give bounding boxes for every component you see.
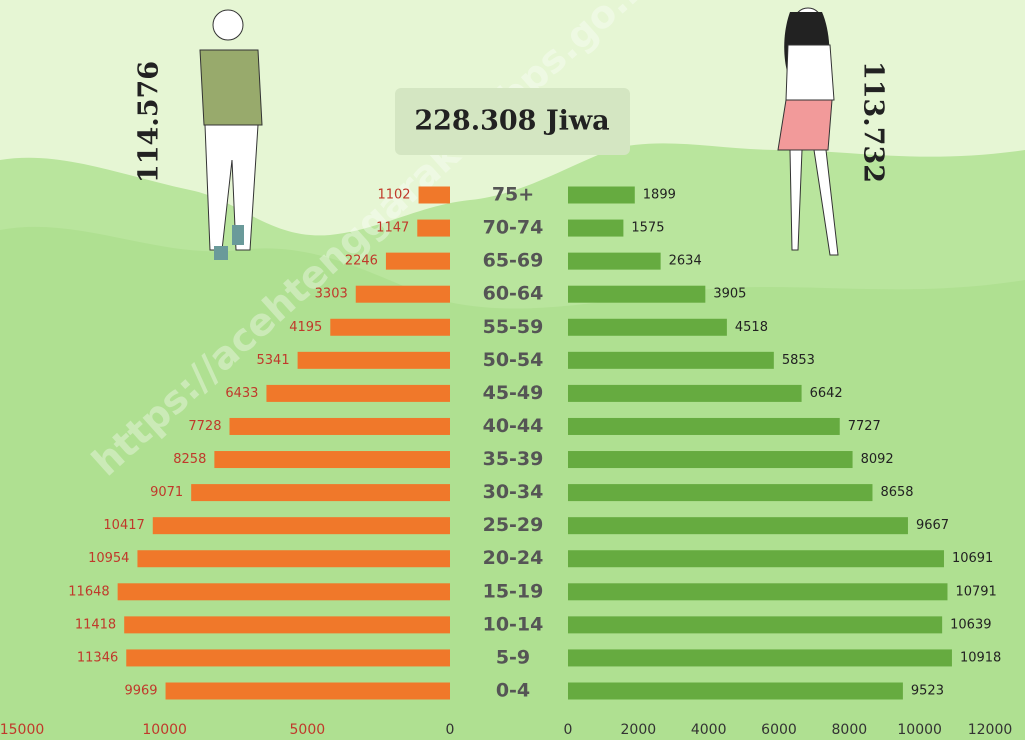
age-group-label: 60-64 xyxy=(483,283,544,305)
x-tick-label: 8000 xyxy=(832,722,868,738)
bar xyxy=(330,319,450,336)
bar xyxy=(229,418,450,435)
bar xyxy=(568,683,903,700)
value-label: 2634 xyxy=(669,254,702,269)
age-group-label: 25-29 xyxy=(483,514,544,536)
bar xyxy=(568,649,952,666)
x-tick-label: 5000 xyxy=(290,722,326,738)
value-label: 10417 xyxy=(103,518,144,533)
age-group-label: 50-54 xyxy=(483,349,544,371)
bar xyxy=(124,616,450,633)
bar xyxy=(419,187,450,204)
bar xyxy=(266,385,450,402)
value-label: 9071 xyxy=(150,485,183,500)
bar xyxy=(568,253,661,270)
value-label: 6433 xyxy=(225,386,258,401)
value-label: 11346 xyxy=(77,650,118,665)
age-group-label: 5-9 xyxy=(496,646,530,668)
value-label: 10954 xyxy=(88,551,129,566)
value-label: 11648 xyxy=(68,584,109,599)
value-label: 10791 xyxy=(955,584,996,599)
x-tick-label: 10000 xyxy=(142,722,187,738)
bar xyxy=(568,352,774,369)
value-label: 1147 xyxy=(376,221,409,236)
age-group-label: 0-4 xyxy=(496,680,530,702)
age-group-label: 30-34 xyxy=(483,481,544,503)
value-label: 11418 xyxy=(75,617,116,632)
bar xyxy=(568,286,705,303)
value-label: 5341 xyxy=(257,353,290,368)
age-group-label: 65-69 xyxy=(483,250,544,272)
value-label: 5853 xyxy=(782,353,815,368)
bar xyxy=(568,517,908,534)
bar xyxy=(356,286,450,303)
total-label: 228.308 Jiwa xyxy=(414,106,609,137)
x-tick-label: 0 xyxy=(446,722,455,738)
value-label: 3303 xyxy=(315,287,348,302)
value-label: 10639 xyxy=(950,617,991,632)
bar xyxy=(568,550,944,567)
female-total: 113.732 xyxy=(858,61,889,183)
bar xyxy=(417,220,450,237)
value-label: 2246 xyxy=(345,254,378,269)
value-label: 3905 xyxy=(713,287,746,302)
age-group-label: 35-39 xyxy=(483,448,544,470)
value-label: 9667 xyxy=(916,518,949,533)
x-tick-label: 4000 xyxy=(691,722,727,738)
value-label: 1899 xyxy=(643,188,676,203)
infographic: https://acehtenggarakab.bps.go.id 228.30… xyxy=(0,0,1025,740)
value-label: 10918 xyxy=(960,650,1001,665)
value-label: 9523 xyxy=(911,684,944,699)
bar xyxy=(568,583,947,600)
bar xyxy=(214,451,450,468)
bar xyxy=(191,484,450,501)
bar xyxy=(166,683,450,700)
bar xyxy=(568,451,853,468)
age-group-label: 70-74 xyxy=(483,217,544,239)
value-label: 1575 xyxy=(631,221,664,236)
x-tick-label: 2000 xyxy=(621,722,657,738)
value-label: 6642 xyxy=(810,386,843,401)
x-tick-label: 12000 xyxy=(968,722,1013,738)
value-label: 9969 xyxy=(124,684,157,699)
value-label: 8658 xyxy=(880,485,913,500)
bar xyxy=(137,550,450,567)
age-group-label: 20-24 xyxy=(483,547,544,569)
age-group-label: 55-59 xyxy=(483,316,544,338)
value-label: 8258 xyxy=(173,452,206,467)
bar xyxy=(386,253,450,270)
bar xyxy=(568,187,635,204)
value-label: 4518 xyxy=(735,320,768,335)
age-group-label: 10-14 xyxy=(483,613,544,635)
x-tick-label: 6000 xyxy=(761,722,797,738)
bar xyxy=(568,418,840,435)
bar xyxy=(298,352,450,369)
value-label: 10691 xyxy=(952,551,993,566)
age-group-label: 15-19 xyxy=(483,580,544,602)
bar xyxy=(568,385,802,402)
x-tick-label: 0 xyxy=(564,722,573,738)
value-label: 8092 xyxy=(861,452,894,467)
value-label: 7727 xyxy=(848,419,881,434)
age-group-label: 40-44 xyxy=(483,415,544,437)
bar xyxy=(118,583,450,600)
value-label: 7728 xyxy=(188,419,221,434)
x-tick-label: 15000 xyxy=(0,722,44,738)
bar xyxy=(153,517,450,534)
value-label: 1102 xyxy=(377,188,410,203)
bar xyxy=(568,220,623,237)
age-group-label: 75+ xyxy=(492,184,534,206)
bar xyxy=(126,649,450,666)
x-tick-label: 10000 xyxy=(897,722,942,738)
bar xyxy=(568,616,942,633)
bar xyxy=(568,319,727,336)
bar xyxy=(568,484,872,501)
age-group-label: 45-49 xyxy=(483,382,544,404)
value-label: 4195 xyxy=(289,320,322,335)
male-total: 114.576 xyxy=(134,61,165,183)
